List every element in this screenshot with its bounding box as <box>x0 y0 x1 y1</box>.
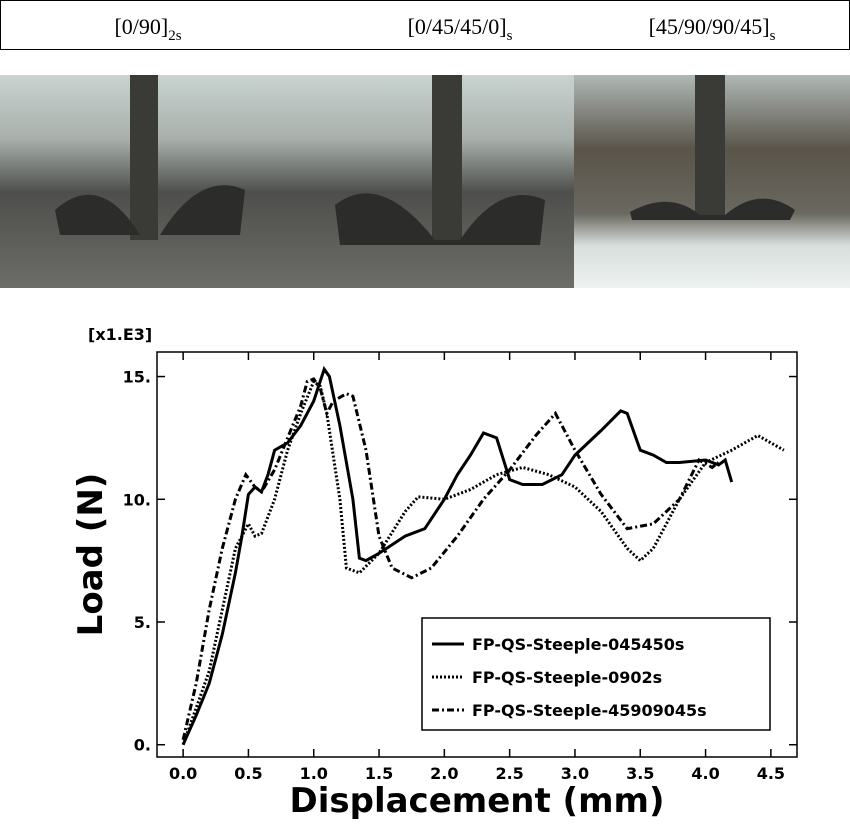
y-tick-label: 0. <box>134 736 151 755</box>
photo-fibers <box>55 185 245 235</box>
caption-subscript: s <box>770 28 776 44</box>
y-tick-label: 15. <box>123 368 151 387</box>
photo-fibers <box>630 198 795 220</box>
legend-label: FP-QS-Steeple-045450s <box>472 635 684 654</box>
caption-subscript: s <box>507 28 513 44</box>
caption-main: [0/90] <box>114 14 168 39</box>
legend-label: FP-QS-Steeple-0902s <box>472 668 662 687</box>
photo-specimen <box>130 75 158 240</box>
x-tick-label: 4.5 <box>757 764 785 783</box>
x-tick-label: 1.0 <box>300 764 328 783</box>
photo-caption: [0/90]2s <box>114 14 181 44</box>
y-axis-title: Load (N) <box>71 473 111 637</box>
photo-caption: [0/45/45/0]s <box>408 14 513 44</box>
y-tick-label: 5. <box>134 613 151 632</box>
x-axis-title: Displacement (mm) <box>290 781 665 821</box>
series-line <box>181 377 720 741</box>
x-tick-label: 2.5 <box>495 764 523 783</box>
x-tick-label: 1.5 <box>365 764 393 783</box>
x-tick-label: 0.0 <box>169 764 197 783</box>
photo-specimen <box>432 75 462 245</box>
x-tick-label: 3.0 <box>561 764 589 783</box>
caption-main: [45/90/90/45] <box>649 14 770 39</box>
y-tick-label: 10. <box>123 490 151 509</box>
plot-frame <box>156 351 798 758</box>
x-tick-label: 0.5 <box>234 764 262 783</box>
x-tick-label: 4.0 <box>691 764 719 783</box>
photo-specimen <box>695 75 725 215</box>
legend-box <box>421 617 771 731</box>
series-line <box>181 379 785 746</box>
x-tick-label: 2.0 <box>430 764 458 783</box>
photos <box>0 75 850 288</box>
legend-label: FP-QS-Steeple-45909045s <box>472 701 707 720</box>
photo-fibers <box>335 193 545 245</box>
x-tick-label: 3.5 <box>626 764 654 783</box>
photo-caption: [45/90/90/45]s <box>649 14 776 44</box>
caption-main: [0/45/45/0] <box>408 14 507 39</box>
caption-subscript: 2s <box>168 28 182 44</box>
axis-multiplier: [x1.E3] <box>88 325 152 344</box>
